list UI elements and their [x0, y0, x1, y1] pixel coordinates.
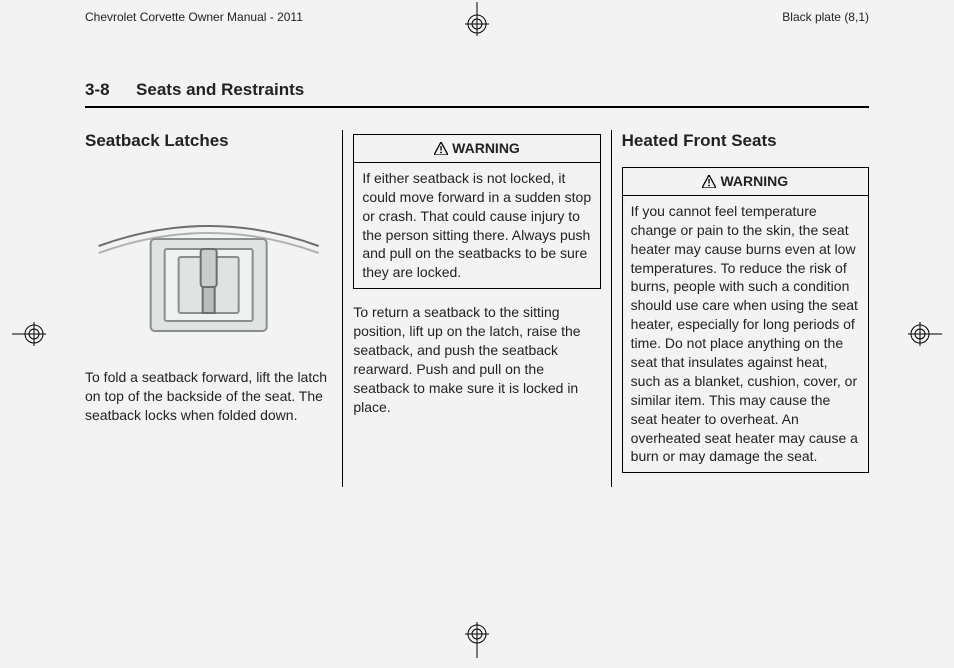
warning-box-heated: WARNING If you cannot feel temperature c… — [622, 167, 869, 473]
col1-para1: To fold a seatback forward, lift the lat… — [85, 368, 332, 425]
warning-label: WARNING — [720, 172, 788, 191]
warning-icon — [434, 142, 448, 155]
warning-title: WARNING — [354, 135, 599, 163]
registration-mark-left — [12, 314, 52, 354]
column-1: Seatback Latches To fold a seatback forw… — [85, 130, 342, 487]
seatback-latch-figure — [85, 191, 332, 341]
page-number: 3-8 — [85, 80, 110, 99]
column-2: WARNING If either seatback is not locked… — [342, 130, 610, 487]
topic-heated-seats: Heated Front Seats — [622, 130, 869, 153]
warning-label: WARNING — [452, 139, 520, 158]
topic-seatback-latches: Seatback Latches — [85, 130, 332, 153]
registration-mark-right — [902, 314, 942, 354]
columns: Seatback Latches To fold a seatback forw… — [85, 130, 869, 487]
warning-title: WARNING — [623, 168, 868, 196]
col2-para1: To return a seatback to the sitting posi… — [353, 303, 600, 416]
manual-title: Chevrolet Corvette Owner Manual - 2011 — [85, 10, 303, 24]
top-bar: Chevrolet Corvette Owner Manual - 2011 B… — [85, 10, 869, 24]
column-3: Heated Front Seats WARNING If you cannot… — [611, 130, 869, 487]
running-head: 3-8 Seats and Restraints — [85, 80, 869, 108]
warning-body-seatback: If either seatback is not locked, it cou… — [354, 163, 599, 288]
section-title: Seats and Restraints — [136, 80, 304, 99]
warning-body-heated: If you cannot feel temperature change or… — [623, 196, 868, 472]
warning-icon — [702, 175, 716, 188]
warning-box-seatback: WARNING If either seatback is not locked… — [353, 134, 600, 289]
plate-info: Black plate (8,1) — [782, 10, 869, 24]
page-content: 3-8 Seats and Restraints Seatback Latche… — [85, 80, 869, 628]
